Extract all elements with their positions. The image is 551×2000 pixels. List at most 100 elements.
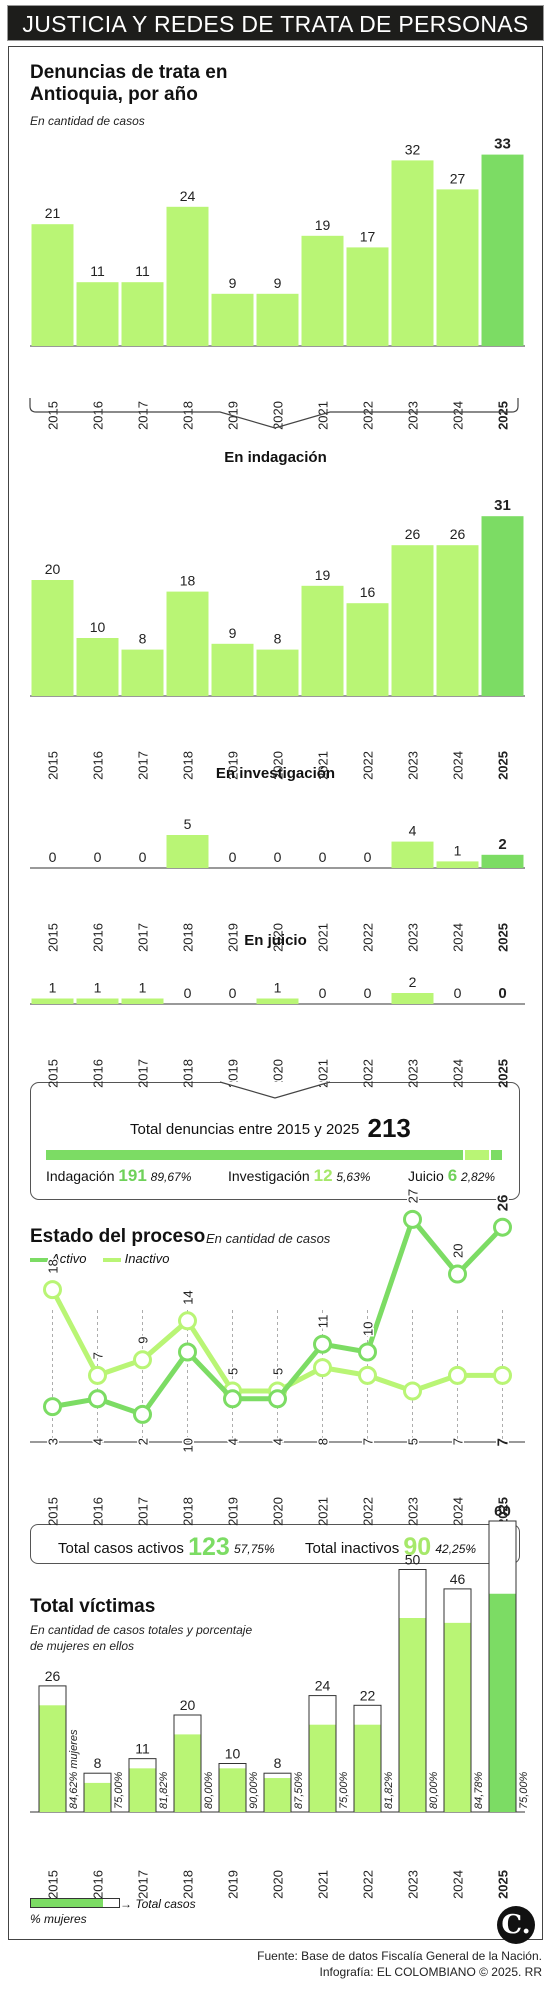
c0-bar [256, 293, 299, 346]
victims-women-fill [264, 1778, 291, 1812]
victims-pct-label: 75,00% [338, 1771, 350, 1809]
summary-label: Total denuncias entre 2015 y 2025 [130, 1121, 360, 1138]
c4-year-label: 2016 [91, 1497, 106, 1526]
victims-value-label: 8 [94, 1755, 102, 1771]
victims-women-fill [174, 1734, 201, 1812]
victims-pct-label: 87,50% [293, 1771, 305, 1809]
c2-year-label: 2023 [406, 923, 421, 952]
c1-value-label: 31 [494, 497, 511, 514]
c0-value-label: 27 [450, 170, 466, 186]
c4-year-label: 2024 [451, 1497, 466, 1526]
c2-year-label: 2015 [46, 923, 61, 952]
c1-year-label: 2025 [496, 751, 511, 780]
c0-year-label: 2015 [46, 401, 61, 430]
summary-total: 213 [367, 1113, 411, 1143]
series-inactivo-point [43, 1280, 62, 1300]
series-activo-point [313, 1334, 332, 1354]
c0-value-label: 17 [360, 228, 376, 244]
victims-women-fill [309, 1724, 336, 1812]
victims-pct-label: 90,00% [248, 1771, 260, 1809]
c1-value-label: 8 [274, 631, 282, 647]
c3-value-label: 1 [94, 980, 102, 996]
chart4-title: En juicio [244, 932, 307, 949]
c3-bar [256, 998, 299, 1004]
c3-year-label: 2021 [316, 1059, 331, 1088]
c1-value-label: 18 [180, 573, 196, 589]
c0-value-label: 24 [180, 188, 196, 204]
summary-line: Total denuncias entre 2015 y 2025 213 [130, 1110, 411, 1143]
series-inactivo-point [493, 1365, 512, 1385]
summary-item-indagacion: Indagación 191 89,67% [46, 1166, 192, 1185]
share-bar-investigacion [464, 1150, 489, 1160]
c5-year-label: 2025 [496, 1870, 511, 1899]
c1-value-label: 8 [139, 631, 147, 647]
c1-bar [76, 638, 119, 696]
c0-bar [31, 224, 74, 346]
victims-value-label: 20 [180, 1697, 196, 1713]
series-activo-value-label: 4 [91, 1438, 106, 1445]
c3-bar [31, 998, 74, 1004]
c2-value-label: 0 [139, 849, 147, 865]
c0-value-label: 9 [229, 275, 237, 291]
c1-value-label: 9 [229, 625, 237, 641]
c0-year-label: 2025 [496, 401, 511, 430]
series-activo-point [448, 1264, 467, 1284]
c2-bar [391, 841, 434, 868]
c1-bar [121, 649, 164, 696]
c1-year-label: 2024 [451, 751, 466, 780]
c3-value-label: 0 [229, 985, 237, 1001]
series-activo-point [43, 1397, 62, 1417]
chart5-subtitle: En cantidad de casos [206, 1231, 331, 1246]
victims-women-fill [489, 1593, 516, 1812]
legend-inactivo: Inactivo [103, 1251, 169, 1266]
series-inactivo-value-label: 5 [226, 1368, 241, 1375]
c0-value-label: 11 [90, 263, 105, 279]
c1-year-label: 2016 [91, 751, 106, 780]
series-inactivo-point [448, 1365, 467, 1385]
c1-year-label: 2017 [136, 751, 151, 780]
series-activo-value-label: 10 [361, 1322, 376, 1336]
c2-bar [436, 861, 479, 868]
c1-value-label: 10 [90, 619, 106, 635]
c0-bar [481, 154, 524, 346]
series-activo-value-label: 27 [406, 1189, 421, 1203]
c3-year-label: 2018 [181, 1059, 196, 1088]
c2-value-label: 1 [454, 842, 462, 858]
chart1-title: Denuncias de trata en Antioquia, por año [30, 62, 228, 105]
victims-value-label: 11 [135, 1741, 150, 1757]
series-activo-point [493, 1217, 512, 1237]
series-activo-point [223, 1389, 242, 1409]
c2-bar [481, 854, 524, 868]
series-inactivo-value-label: 9 [136, 1337, 151, 1344]
c3-value-label: 0 [498, 985, 506, 1002]
c3-year-label: 2016 [91, 1059, 106, 1088]
series-activo-value-label: 2 [136, 1438, 151, 1445]
series-inactivo-value-label: 7 [495, 1438, 512, 1446]
victims-women-fill [84, 1782, 111, 1812]
c1-year-label: 2023 [406, 751, 421, 780]
series-inactivo-point [88, 1365, 107, 1385]
footer-source: Fuente: Base de datos Fiscalía General d… [257, 1949, 542, 1963]
victims-value-label: 50 [405, 1552, 421, 1568]
victims-pct-label: 81,82% [158, 1771, 170, 1809]
c0-year-label: 2024 [451, 401, 466, 430]
c4-year-label: 2025 [496, 1497, 511, 1526]
c2-year-label: 2025 [496, 923, 511, 952]
c1-value-label: 26 [405, 526, 421, 542]
c1-year-label: 2020 [271, 751, 286, 780]
c3-year-label: 2022 [361, 1059, 376, 1088]
c1-year-label: 2015 [46, 751, 61, 780]
c1-bar [301, 585, 344, 696]
legend-activo: Activo [30, 1251, 87, 1266]
c2-year-label: 2021 [316, 923, 331, 952]
c0-value-label: 11 [135, 263, 150, 279]
c1-year-label: 2018 [181, 751, 196, 780]
c3-value-label: 0 [454, 985, 462, 1001]
c3-value-label: 1 [49, 980, 57, 996]
c4-year-label: 2022 [361, 1497, 376, 1526]
victims-value-label: 26 [45, 1668, 61, 1684]
c5-year-label: 2016 [91, 1870, 106, 1899]
c0-year-label: 2016 [91, 401, 106, 430]
c2-value-label: 5 [184, 816, 192, 832]
